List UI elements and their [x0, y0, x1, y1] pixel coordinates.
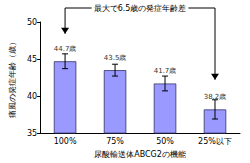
- svg-text:38.2歳: 38.2歳: [204, 93, 227, 101]
- svg-text:50: 50: [27, 18, 37, 27]
- svg-text:43.5歳: 43.5歳: [104, 54, 127, 62]
- svg-text:40: 40: [27, 92, 37, 101]
- svg-text:44.7歳: 44.7歳: [54, 45, 77, 53]
- svg-text:45: 45: [27, 55, 37, 64]
- svg-text:最大で6.5歳の発症年齢差: 最大で6.5歳の発症年齢差: [94, 4, 187, 13]
- svg-text:41.7歳: 41.7歳: [154, 67, 177, 75]
- svg-text:50%: 50%: [156, 137, 174, 146]
- svg-text:35: 35: [27, 129, 37, 138]
- svg-text:痛風の発症年齢（歳）: 痛風の発症年齢（歳）: [8, 38, 17, 118]
- svg-text:75%: 75%: [106, 137, 124, 146]
- svg-text:25%以下: 25%以下: [198, 137, 232, 146]
- svg-text:尿酸輸送体ABCG2の機能: 尿酸輸送体ABCG2の機能: [94, 150, 186, 159]
- svg-text:100%: 100%: [54, 137, 77, 146]
